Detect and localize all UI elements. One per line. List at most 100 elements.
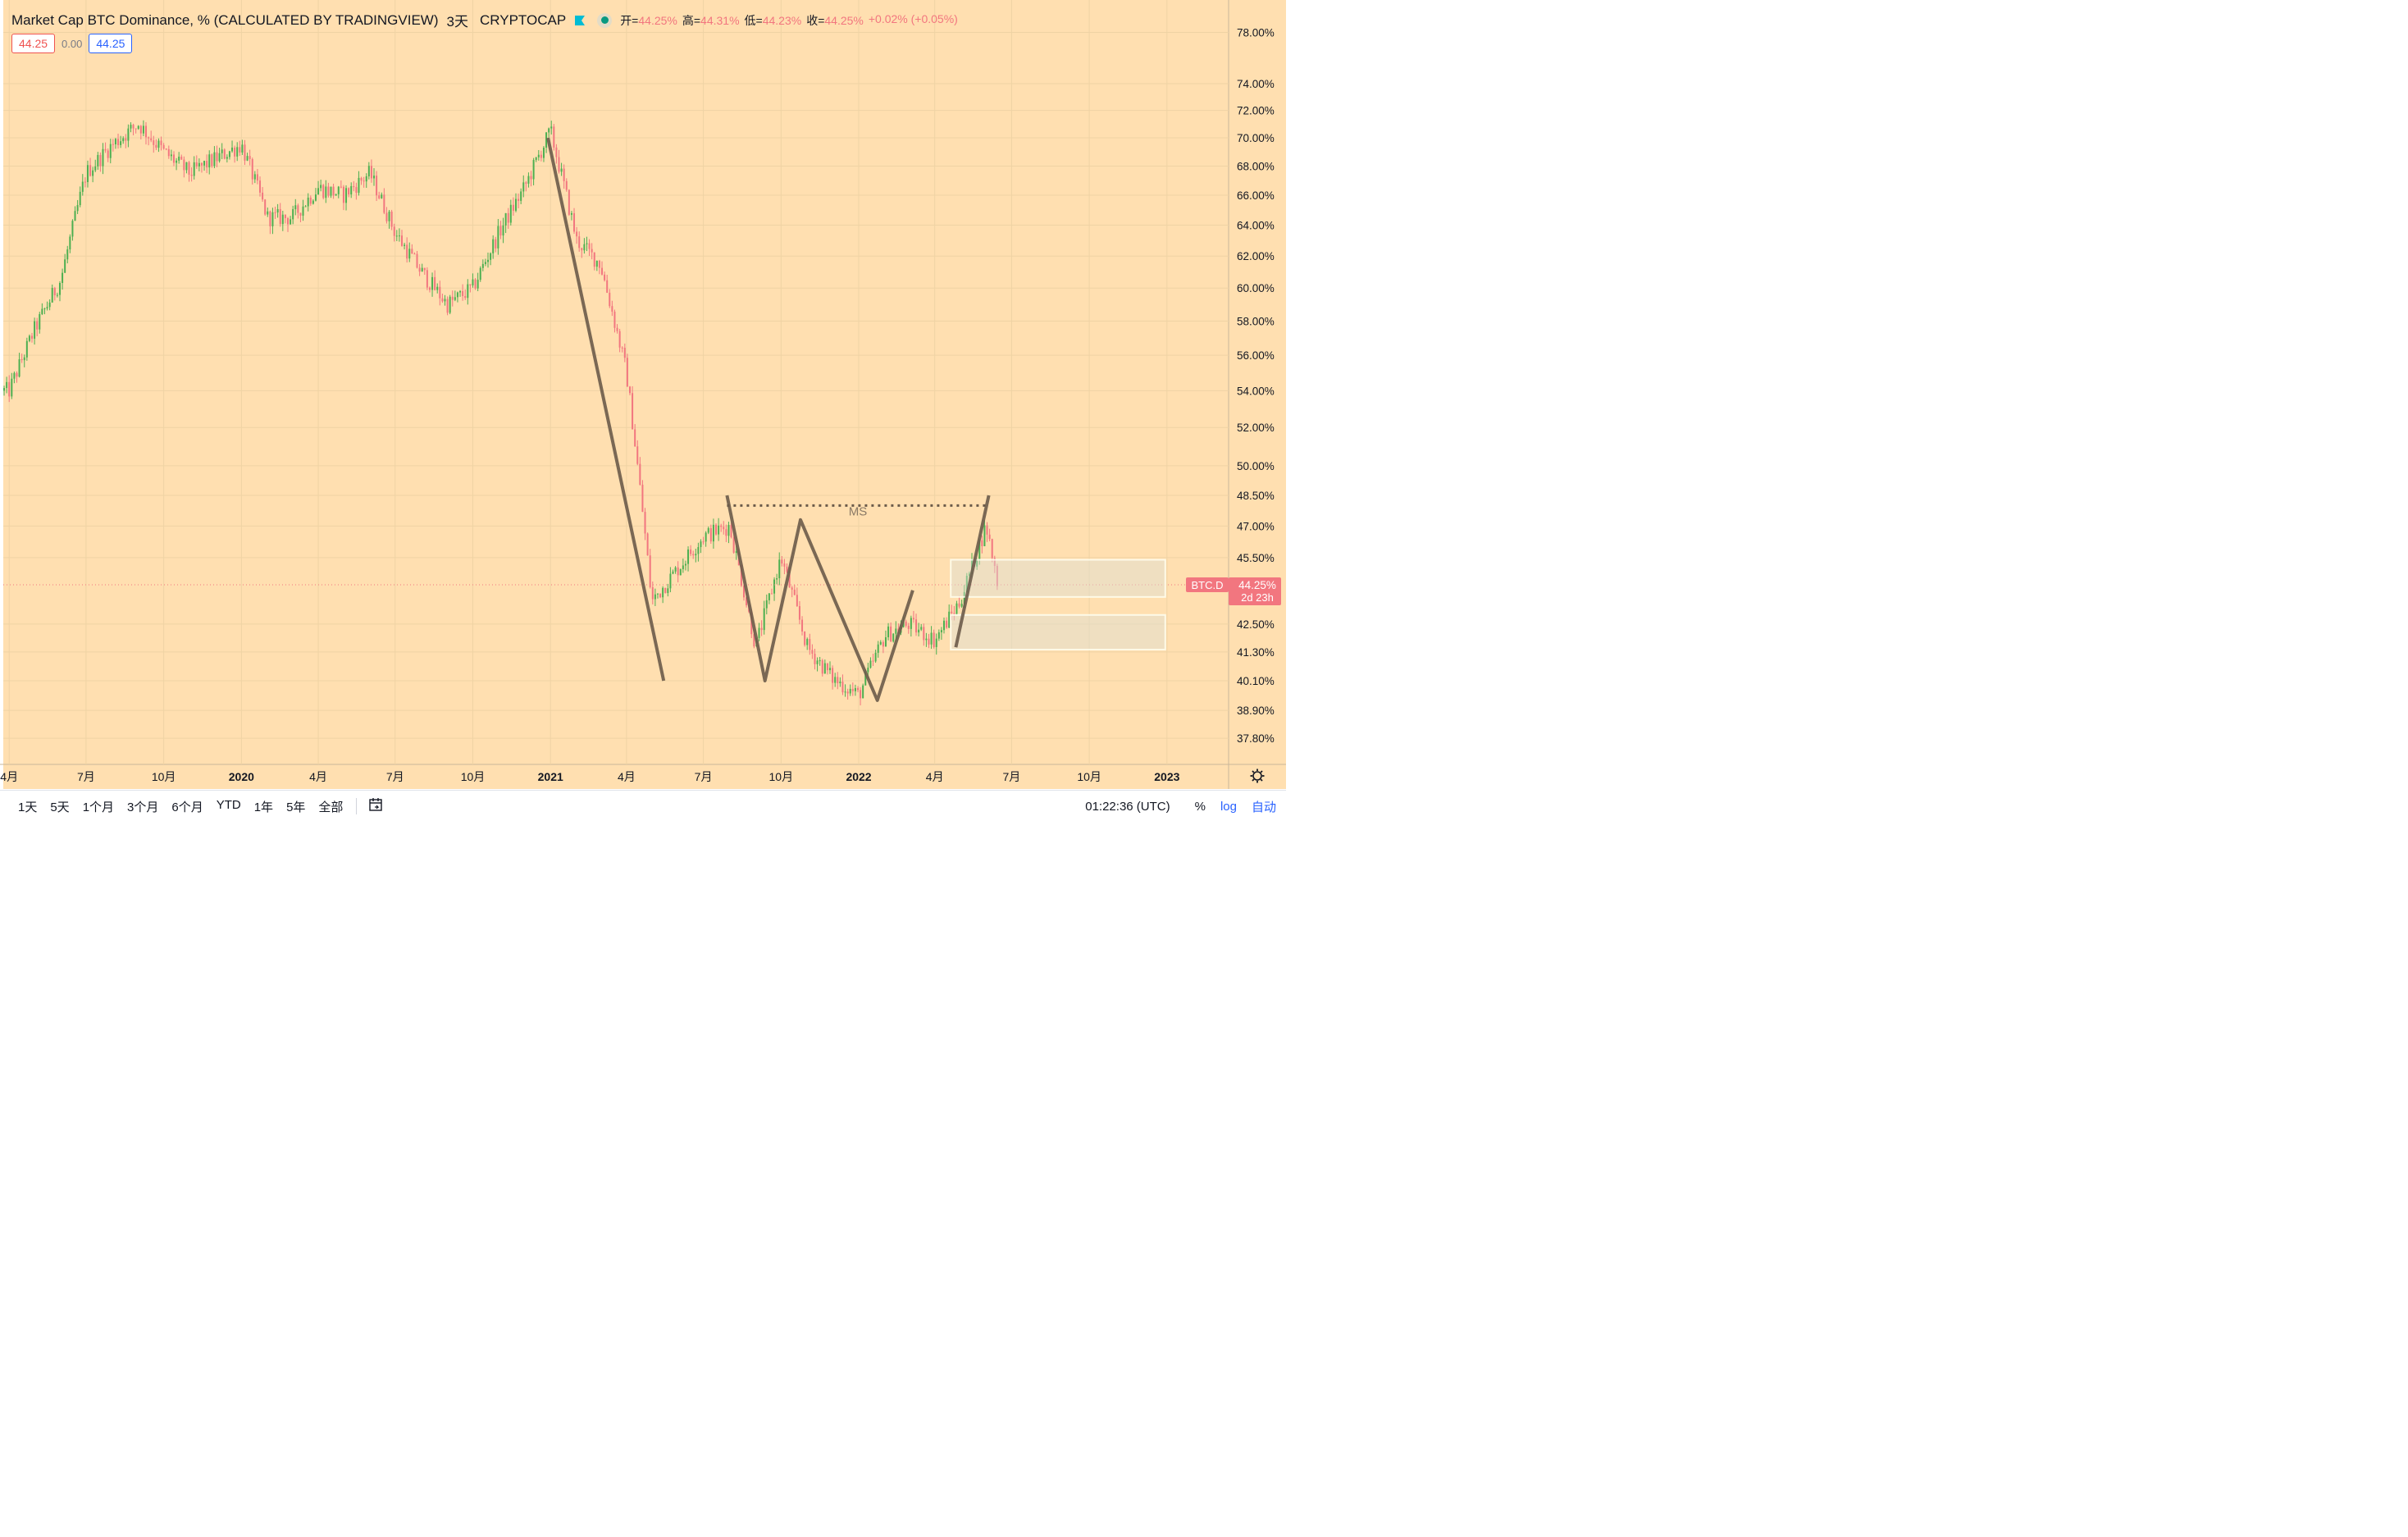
- candle-body: [231, 147, 234, 152]
- candle-body: [332, 186, 335, 196]
- candle-body: [114, 139, 116, 144]
- range-button[interactable]: 全部: [318, 800, 344, 814]
- x-tick-label: 7月: [695, 770, 713, 783]
- candle-body: [276, 208, 279, 213]
- candle-body: [963, 591, 965, 604]
- value-box-right[interactable]: 44.25: [89, 34, 133, 53]
- candle-body: [490, 253, 492, 260]
- candle-body: [302, 206, 304, 216]
- candle-body: [309, 197, 312, 204]
- candle-body: [595, 260, 598, 267]
- candle-body: [641, 484, 644, 513]
- price-tag-countdown: 2d 23h: [1241, 591, 1274, 604]
- range-button[interactable]: 3个月: [127, 800, 159, 814]
- candle-body: [958, 603, 960, 607]
- candle-body: [581, 248, 583, 251]
- log-scale-toggle[interactable]: log: [1220, 799, 1237, 814]
- candle-body: [867, 668, 869, 673]
- last-price-tag[interactable]: BTC.D 44.25%2d 23h: [1186, 577, 1281, 605]
- candle-body: [860, 690, 862, 699]
- candle-body: [591, 249, 593, 253]
- calendar-range-icon[interactable]: [368, 797, 383, 816]
- x-tick-label: 10月: [461, 770, 486, 783]
- candle-body: [912, 618, 914, 620]
- range-button[interactable]: 5年: [286, 800, 306, 814]
- zone-rectangle[interactable]: [950, 559, 1166, 598]
- x-tick-label: 4月: [926, 770, 944, 783]
- range-button[interactable]: 1天: [18, 800, 38, 814]
- trend-line[interactable]: [546, 137, 666, 682]
- candle-body: [157, 140, 160, 148]
- candle-body: [56, 294, 58, 296]
- candle-body: [687, 549, 690, 564]
- candle-body: [355, 187, 358, 194]
- candle-body: [125, 138, 127, 141]
- candle-body: [786, 566, 788, 572]
- candle-body: [558, 157, 560, 172]
- candle-body: [112, 144, 114, 145]
- candle-body: [862, 685, 864, 699]
- trend-line[interactable]: [954, 495, 991, 648]
- candle-body: [167, 148, 170, 157]
- candle-body: [249, 156, 251, 160]
- candle-body: [960, 604, 963, 607]
- candle-body: [760, 627, 763, 631]
- candle-body: [322, 185, 325, 198]
- candle-body: [183, 159, 185, 171]
- range-button[interactable]: YTD: [216, 797, 241, 812]
- candle-body: [434, 276, 436, 290]
- percent-scale-toggle[interactable]: %: [1194, 799, 1206, 814]
- candle-body: [930, 632, 933, 645]
- candles: [3, 120, 998, 706]
- range-button[interactable]: 5天: [50, 800, 70, 814]
- value-box-left[interactable]: 44.25: [11, 34, 56, 53]
- candle-body: [662, 587, 664, 598]
- range-button[interactable]: 1个月: [82, 800, 115, 814]
- candle-body: [446, 299, 449, 313]
- timeframe-label[interactable]: 3天: [446, 14, 468, 30]
- candle-body: [130, 125, 132, 129]
- candle-body: [709, 527, 712, 542]
- candle-body: [965, 576, 968, 592]
- candle-body: [481, 263, 484, 268]
- candle-body: [404, 244, 406, 246]
- close-value: 44.25%: [824, 13, 864, 27]
- candle-body: [621, 347, 623, 349]
- trend-line[interactable]: [725, 495, 914, 702]
- candle-body: [535, 157, 537, 161]
- flag-icon[interactable]: [574, 15, 586, 25]
- candle-body: [601, 267, 604, 275]
- utc-clock[interactable]: 01:22:36 (UTC): [1085, 799, 1170, 814]
- candle-body: [905, 621, 907, 626]
- zone-rectangle[interactable]: [950, 613, 1166, 651]
- market-status-icon[interactable]: [597, 12, 613, 28]
- chart-settings-icon[interactable]: [1250, 768, 1265, 783]
- range-button[interactable]: 1年: [253, 800, 274, 814]
- candle-body: [804, 631, 806, 645]
- candle-body: [720, 525, 723, 527]
- candle-body: [21, 359, 23, 361]
- candle-body: [819, 660, 821, 662]
- candle-body: [79, 191, 81, 206]
- candle-body: [454, 297, 456, 300]
- y-tick-label: 56.00%: [1237, 349, 1275, 362]
- candle-body: [560, 168, 563, 172]
- symbol-name[interactable]: Market Cap BTC Dominance, % (CALCULATED …: [11, 11, 439, 28]
- y-tick-label: 68.00%: [1237, 160, 1275, 172]
- candle-body: [877, 644, 879, 653]
- candle-body: [117, 139, 120, 145]
- candle-body: [107, 150, 109, 158]
- candle-body: [890, 626, 892, 642]
- bottom-toolbar: 1天 5天 1个月 3个月 6个月 YTD 1年 5年 全部 01:22:36 (UTC) % …: [0, 790, 1286, 822]
- candle-body: [97, 154, 99, 166]
- range-button[interactable]: 6个月: [171, 800, 203, 814]
- candle-body: [616, 327, 618, 331]
- candle-body: [742, 586, 745, 598]
- auto-scale-toggle[interactable]: 自动: [1251, 800, 1276, 814]
- candle-body: [674, 567, 677, 572]
- candle-body: [236, 147, 239, 157]
- candle-body: [684, 563, 686, 566]
- price-chart[interactable]: 37.80% 38.90% 40.10% 41.30% 42.50% 45.50% 47.0…: [0, 0, 1286, 789]
- x-tick-label: 10月: [152, 770, 176, 783]
- candle-body: [203, 161, 206, 166]
